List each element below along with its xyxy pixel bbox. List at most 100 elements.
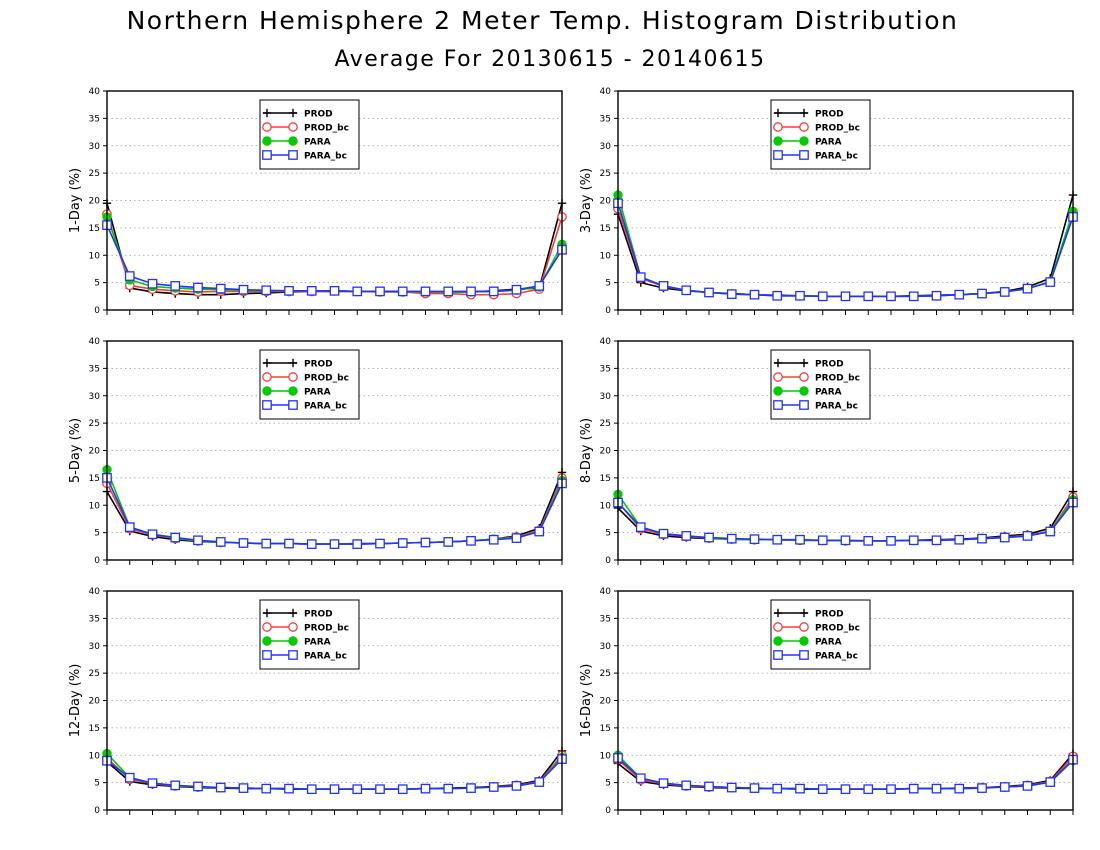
data-point [534, 526, 545, 537]
y-axis-label: 12-Day (%) [68, 664, 83, 738]
data-point [488, 534, 499, 545]
y-tick-label: 40 [600, 87, 612, 97]
y-tick-label: 25 [89, 419, 100, 429]
legend-marker [799, 136, 809, 146]
legend-marker [288, 136, 298, 146]
legend-marker [799, 122, 809, 132]
legend-marker [288, 122, 298, 132]
data-point [215, 782, 226, 793]
data-point [795, 290, 805, 301]
data-point [284, 538, 294, 549]
data-point [466, 535, 476, 546]
legend-label: PROD_bc [815, 624, 860, 634]
legend-label: PROD [304, 360, 333, 370]
data-point [658, 281, 669, 291]
legend-marker [262, 372, 272, 382]
legend: PROD PROD_bc PARA PARA_bc [259, 349, 360, 420]
y-tick-label: 35 [89, 364, 100, 374]
y-tick-label: 25 [89, 669, 100, 679]
y-tick-label: 20 [89, 197, 101, 207]
data-point [193, 535, 203, 546]
legend-marker [288, 386, 298, 396]
panel-3: 0 5 10 15 20 25 30 35 40 5-Day (%) PROD PROD_bc PARA… [68, 337, 567, 566]
legend-marker [773, 122, 783, 132]
data-point [375, 784, 385, 795]
legend-marker [288, 400, 298, 410]
legend-marker [262, 150, 272, 160]
figure-subtitle: Average For 20130615 - 20140615 [334, 47, 766, 72]
legend-marker [799, 358, 809, 368]
legend-marker [799, 386, 809, 396]
legend-marker [773, 136, 783, 146]
y-axis-label: 16-Day (%) [579, 664, 594, 738]
y-tick-label: 15 [89, 474, 100, 484]
y-tick-label: 35 [89, 114, 100, 124]
legend-marker [773, 358, 783, 368]
figure-title: Northern Hemisphere 2 Meter Temp. Histog… [126, 6, 959, 35]
data-point [749, 289, 760, 300]
legend-label: PARA [304, 638, 331, 648]
legend-marker [773, 386, 783, 396]
legend-label: PROD_bc [815, 374, 860, 384]
data-point [443, 783, 454, 794]
legend-label: PROD_bc [304, 374, 349, 384]
data-point [284, 285, 294, 296]
data-point [908, 535, 919, 546]
y-tick-label: 20 [89, 447, 101, 457]
y-tick-label: 5 [94, 279, 100, 289]
series-prod [613, 190, 1078, 301]
legend-label: PROD [815, 110, 844, 120]
data-point [658, 528, 669, 539]
panel-5: 0 5 10 15 20 25 30 35 40 12-Day (%) PROD PROD_bc PAR… [68, 587, 567, 816]
data-point [817, 535, 828, 546]
data-point [329, 539, 340, 549]
data-point [511, 781, 522, 791]
data-point [466, 783, 476, 793]
legend-marker [773, 108, 783, 118]
data-point [749, 534, 760, 545]
data-point [352, 286, 363, 297]
legend-label: PROD [304, 110, 333, 120]
legend-marker [288, 636, 298, 646]
data-point [238, 538, 249, 548]
legend-label: PARA [304, 388, 331, 398]
legend-marker [262, 650, 272, 660]
data-point [977, 288, 987, 299]
legend-marker [288, 622, 298, 632]
data-point [999, 287, 1010, 297]
data-point [817, 291, 828, 302]
data-point [840, 784, 851, 795]
y-tick-label: 20 [600, 697, 612, 707]
legend-marker [262, 358, 272, 368]
series-para-bc [613, 198, 1078, 302]
data-point [954, 289, 965, 300]
panel-6: 0 5 10 15 20 25 30 35 40 16-Day (%) PROD PROD_bc PAR… [579, 587, 1078, 816]
data-point [1045, 526, 1056, 537]
data-point [238, 783, 249, 793]
legend-marker [288, 150, 298, 160]
data-point [284, 783, 294, 794]
data-point [681, 531, 692, 541]
y-tick-label: 0 [94, 306, 100, 316]
legend-marker [799, 372, 809, 382]
legend-marker [288, 372, 298, 382]
data-point [999, 782, 1010, 792]
legend-marker [262, 636, 272, 646]
legend-marker [773, 622, 783, 632]
data-point [931, 783, 942, 794]
y-tick-label: 0 [605, 806, 611, 816]
legend-marker [799, 150, 809, 160]
y-tick-label: 30 [89, 392, 101, 402]
data-point [306, 285, 317, 296]
data-point [420, 783, 431, 794]
data-point [420, 286, 431, 297]
data-point [635, 773, 646, 784]
legend-label: PROD_bc [304, 124, 349, 134]
legend-marker [799, 636, 809, 646]
data-point [397, 784, 408, 795]
data-point [863, 291, 874, 302]
y-tick-label: 5 [605, 529, 611, 539]
data-point [840, 535, 851, 546]
data-point [124, 271, 135, 281]
data-point [908, 783, 919, 794]
